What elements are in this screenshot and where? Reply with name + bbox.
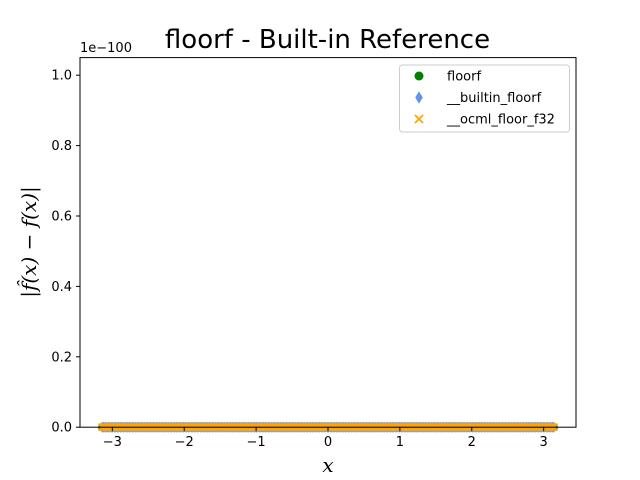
legend-marker [414,114,424,124]
x-tick-label: −3 [103,435,122,450]
x-tick-label: 0 [324,435,332,450]
legend-marker [415,91,423,104]
y-tick-label: 0.0 [51,421,72,436]
x-tick-label: 3 [540,435,548,450]
y-tick-label: 0.4 [51,280,72,295]
x-tick-label: −2 [175,435,194,450]
y-axis-label: |f̂(x) − f(x)| [17,186,42,298]
legend-label: __ocml_floor_f32 [446,113,555,128]
legend-label: __builtin_floorf [446,91,542,106]
legend-frame [399,64,570,133]
y-tick-label: 1.0 [51,69,72,84]
y-tick-label: 0.2 [51,350,72,365]
x-axis: −3 −2 −1 0 1 2 3 [103,427,548,450]
legend-marker [414,71,424,81]
legend-label: floorf [447,70,481,85]
y-tick-label: 0.6 [51,210,72,225]
legend: floorf __builtin_floorf __ocml_floor_f32 [399,64,570,133]
x-tick-label: −1 [247,435,266,450]
chart-title: floorf - Built-in Reference [165,25,490,55]
y-tick-label: 0.8 [51,139,72,154]
y-axis: 0.0 0.2 0.4 0.6 0.8 1.0 [51,69,80,436]
x-tick-label: 1 [396,435,404,450]
y-offset-text: 1e−100 [80,41,132,56]
x-axis-label: x [322,453,333,477]
x-tick-label: 2 [468,435,476,450]
